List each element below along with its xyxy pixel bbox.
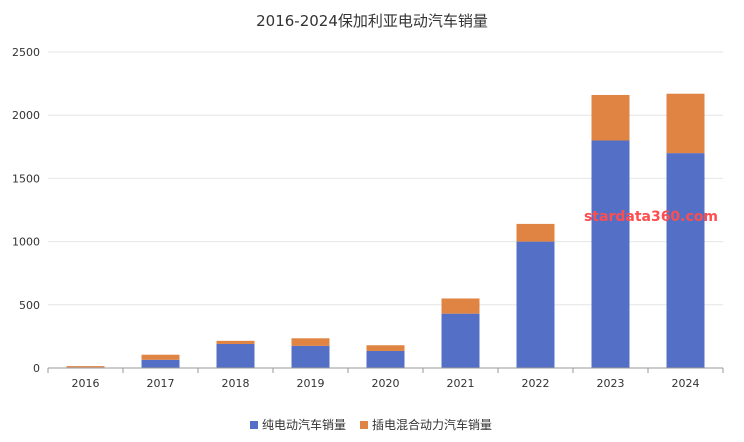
x-tick-label: 2018 — [222, 377, 250, 390]
bar-phev — [591, 94, 630, 141]
bar-bev — [366, 350, 405, 368]
bar-phev — [291, 338, 330, 346]
bar-bev — [666, 153, 705, 368]
y-tick-label: 1500 — [12, 172, 40, 185]
bar-phev — [216, 340, 255, 344]
x-tick-label: 2021 — [447, 377, 475, 390]
legend: 纯电动汽车销量 插电混合动力汽车销量 — [250, 417, 492, 432]
bar-phev — [666, 93, 705, 154]
bar-phev — [441, 298, 480, 314]
y-tick-label: 1000 — [12, 236, 40, 249]
x-tick-label: 2017 — [147, 377, 175, 390]
x-tick-label: 2024 — [672, 377, 700, 390]
bar-phev — [66, 366, 105, 368]
bar-bev — [516, 241, 555, 368]
x-tick-label: 2020 — [372, 377, 400, 390]
legend-swatch — [360, 421, 368, 429]
x-tick-label: 2019 — [297, 377, 325, 390]
legend-label: 纯电动汽车销量 — [262, 417, 346, 432]
legend-swatch — [250, 421, 258, 429]
watermark: stardata360.com — [584, 209, 718, 225]
bar-bev — [591, 140, 630, 368]
bar-phev — [141, 354, 180, 360]
y-tick-label: 2500 — [12, 46, 40, 59]
bar-phev — [516, 223, 555, 242]
bar-phev — [366, 345, 405, 351]
bar-bev — [216, 343, 255, 368]
y-tick-label: 0 — [33, 362, 40, 375]
legend-label: 插电混合动力汽车销量 — [372, 417, 492, 432]
x-tick-label: 2016 — [72, 377, 100, 390]
bar-bev — [141, 359, 180, 368]
chart-title: 2016-2024保加利亚电动汽车销量 — [256, 12, 488, 30]
bar-bev — [291, 345, 330, 368]
bars — [66, 93, 705, 368]
x-axis: 2016 2017 2018 2019 2020 2021 2022 2023 2024 — [47, 367, 724, 390]
x-tick-label: 2023 — [597, 377, 625, 390]
bar-bev — [441, 313, 480, 368]
y-tick-label: 2000 — [12, 109, 40, 122]
y-axis: 0 500 1000 1500 2000 2500 — [12, 46, 40, 375]
y-tick-label: 500 — [19, 299, 40, 312]
x-tick-label: 2022 — [522, 377, 550, 390]
